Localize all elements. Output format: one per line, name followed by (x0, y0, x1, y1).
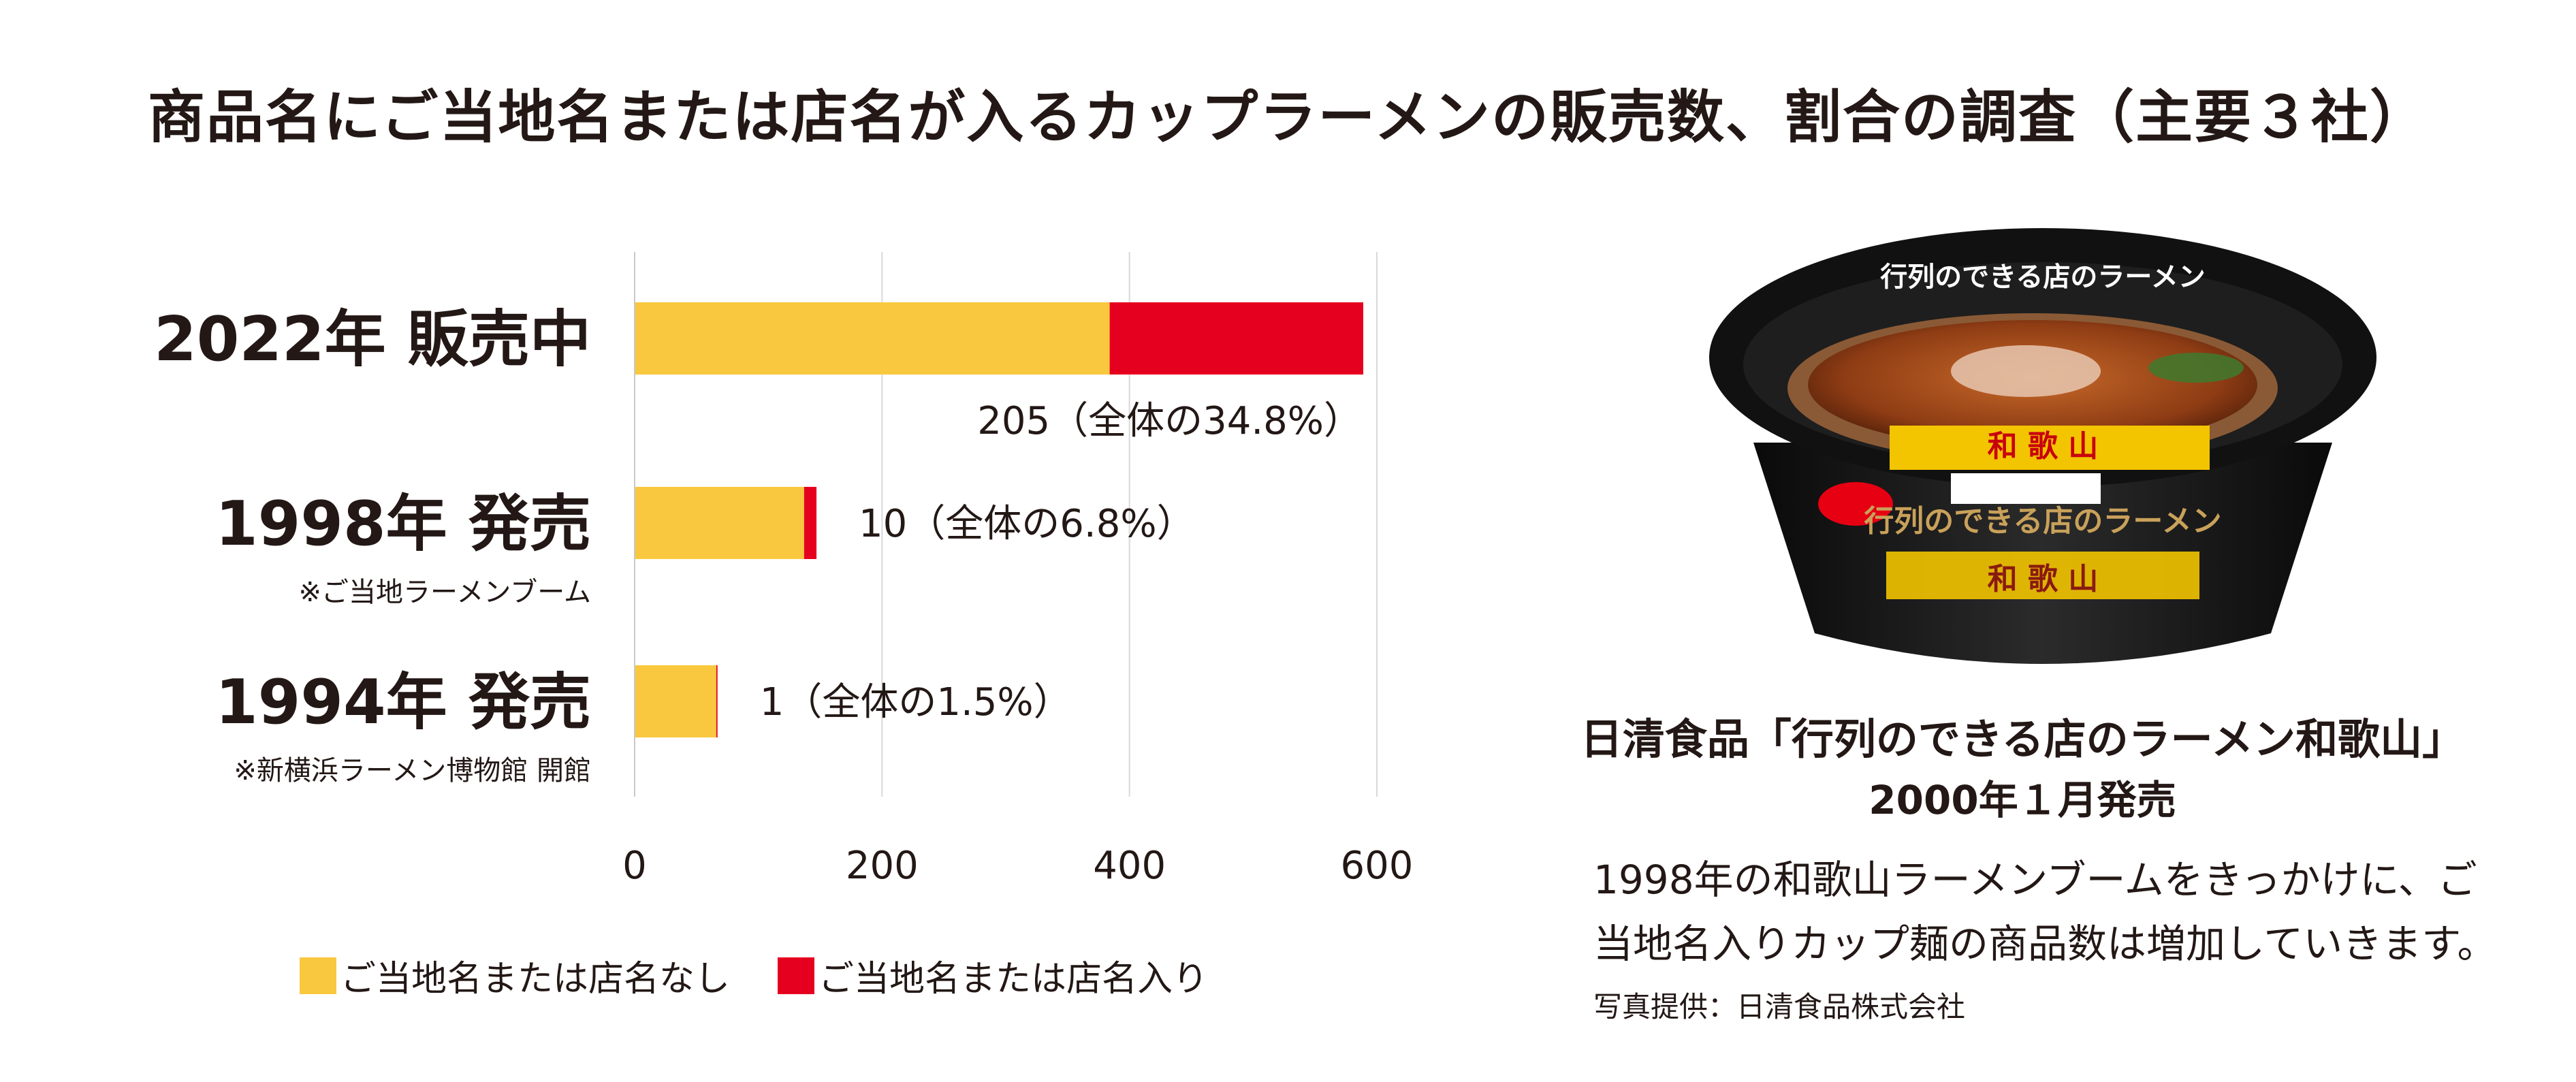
svg-text:和 歌 山: 和 歌 山 (1988, 429, 2099, 464)
chart-title: 商品名にご当地名または店名が入るカップラーメンの販売数、割合の調査（主要３社） (148, 84, 2428, 150)
x-tick-label: 400 (1093, 844, 1166, 888)
category-label: 2022年 販売中 (154, 304, 591, 375)
svg-text:行列のできる店のラーメン: 行列のできる店のラーメン (1864, 504, 2221, 539)
x-tick-label: 200 (846, 844, 919, 888)
category-label: 1998年 発売 (215, 488, 591, 560)
bar-with (804, 487, 817, 559)
data-label: 1（全体の1.5%） (760, 680, 1072, 725)
photo-credit: 写真提供：日清食品株式会社 (1593, 990, 1966, 1023)
legend-swatch-without (300, 957, 336, 994)
legend-swatch-with (778, 957, 815, 994)
svg-text:行列のできる店のラーメン: 行列のできる店のラーメン (1880, 261, 2206, 293)
legend: ご当地名または店名なし ご当地名または店名入り (300, 950, 1208, 1001)
category-note: ※新横浜ラーメン博物館 開館 (234, 755, 591, 786)
bar-with (716, 665, 718, 737)
legend-item-without: ご当地名または店名なし (300, 950, 730, 1001)
bar-without (635, 487, 804, 559)
category-note: ※ご当地ラーメンブーム (298, 577, 591, 608)
bar-with (1109, 302, 1364, 375)
bar-without (635, 665, 716, 737)
svg-text:和 歌 山: 和 歌 山 (1988, 562, 2099, 596)
legend-label-with: ご当地名または店名入り (818, 959, 1209, 1000)
product-caption-title: 日清食品「行列のできる店のラーメン和歌山」 (1580, 714, 2465, 764)
legend-label-without: ご当地名または店名なし (340, 959, 731, 1000)
stacked-bar-chart: 0 200 400 600 2022年 販売中 205（全体の34.8%） 1998年 発売… (154, 252, 1414, 888)
legend-item-with: ご当地名または店名入り (778, 950, 1208, 1001)
product-description: 1998年の和歌山ラーメンブームをきっかけに、ご当地名入りカップ麺の商品数は増加… (1593, 857, 2497, 967)
bar-without (635, 302, 1110, 375)
data-label: 10（全体の6.8%） (859, 502, 1195, 546)
category-label: 1994年 発売 (215, 667, 591, 738)
x-tick-label: 600 (1341, 844, 1414, 888)
cup-ramen-photo: 行列のできる店のラーメン 行列のできる店のラーメン 和 歌 山 和 歌 山 (1709, 228, 2376, 664)
x-tick-label: 0 (622, 844, 647, 888)
product-release-date: 2000年１月発売 (1869, 777, 2176, 823)
data-label: 205（全体の34.8%） (977, 399, 1362, 443)
